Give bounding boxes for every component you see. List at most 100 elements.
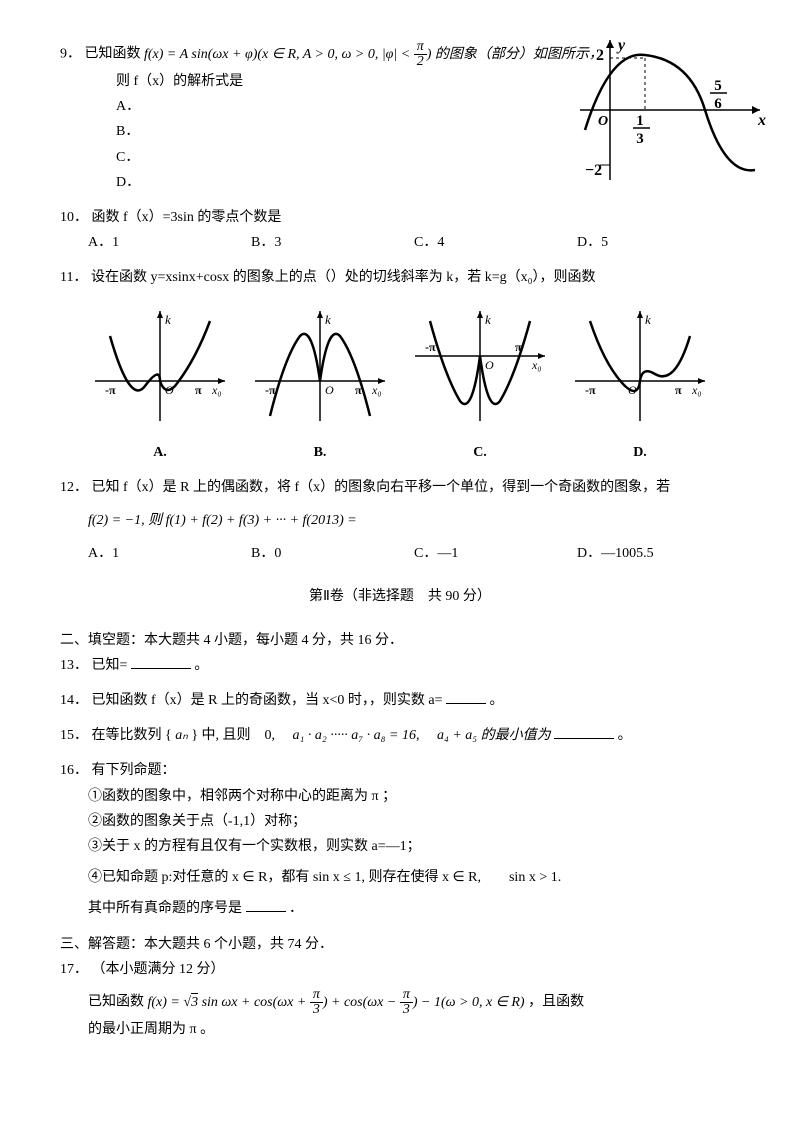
q9-frac: π2: [414, 40, 427, 69]
y-max-label: 2: [596, 47, 604, 64]
q12-optA: A．1: [88, 541, 251, 566]
svg-text:x₀: x₀: [371, 383, 382, 397]
q10-optC: C．4: [414, 230, 577, 255]
graph-a-svg: k -π π x₀ O: [90, 306, 230, 426]
q16-concl-line: 其中所有真命题的序号是 ．: [60, 896, 740, 921]
svg-text:O: O: [165, 383, 174, 397]
tick1-num: 1: [636, 113, 644, 129]
svg-text:π: π: [355, 383, 362, 397]
graph-b-svg: k -π π x₀ O: [250, 306, 390, 426]
q16-p1: ①函数的图象中，相邻两个对称中心的距离为 π ；: [60, 784, 740, 809]
q12-optB: B．0: [251, 541, 414, 566]
q12-optD: D．—1005.5: [577, 541, 740, 566]
svg-text:x₀: x₀: [691, 383, 702, 397]
graph-b: k -π π x₀ O B.: [250, 306, 390, 465]
question-9: 9． 已知函数 f(x) = A sin(ωx + φ)(x ∈ R, A > …: [60, 40, 740, 195]
q17-formula: f(x) = √3 sin ωx + cos(ωx + π3) + cos(ωx…: [148, 995, 529, 1010]
q13-blank: [131, 654, 191, 669]
q13-post: 。: [194, 658, 208, 673]
question-17: 17． （本小题满分 12 分） 已知函数 f(x) = √3 sin ωx +…: [60, 957, 740, 1042]
tick2-den: 6: [714, 96, 722, 112]
q17-line2: 已知函数 f(x) = √3 sin ωx + cos(ωx + π3) + c…: [60, 988, 740, 1017]
graph-d-svg: k -π π x₀ O: [570, 306, 710, 426]
graph-c-label: C.: [410, 440, 550, 465]
q12-formula: f(2) = −1, 则 f(1) + f(2) + f(3) + ··· + …: [60, 508, 740, 533]
q15-pre: 在等比数列 {: [92, 728, 172, 743]
svg-text:O: O: [485, 358, 494, 372]
graph-a-label: A.: [90, 440, 230, 465]
q16-p2: ②函数的图象关于点（-1,1）对称；: [60, 809, 740, 834]
section3-sub: 三、解答题：本大题共 6 个小题，共 74 分．: [60, 932, 740, 957]
graph-b-label: B.: [250, 440, 390, 465]
q11-stem: 设在函数 y=xsinx+cosx 的图象上的点（）处的切线斜率为 k，若 k=…: [91, 270, 596, 285]
q10-optA: A．1: [88, 230, 251, 255]
svg-text:O: O: [628, 383, 637, 397]
q17-num: 17．: [60, 962, 88, 977]
graph-c: k -π π x₀ O C.: [410, 306, 550, 465]
q15-mid2: a₄ + a₅ 的最小值为: [423, 728, 551, 743]
q15-an: aₙ: [175, 728, 188, 743]
q12-num: 12．: [60, 480, 88, 495]
q17-post: ，且函数: [528, 995, 584, 1010]
svg-text:k: k: [485, 312, 491, 327]
q12-options: A．1 B．0 C．—1 D．—1005.5: [60, 541, 740, 566]
q10-stem: 函数 f（x）=3sin 的零点个数是: [92, 210, 282, 225]
question-14: 14． 已知函数 f（x）是 R 上的奇函数，当 x<0 时，，则实数 a= 。: [60, 688, 740, 713]
question-13: 13． 已知= 。: [60, 653, 740, 678]
svg-text:k: k: [645, 312, 651, 327]
q9-pre: 已知函数: [85, 47, 145, 62]
q14-post: 。: [490, 693, 504, 708]
question-10: 10． 函数 f（x）=3sin 的零点个数是 A．1 B．3 C．4 D．5: [60, 205, 740, 255]
svg-text:π: π: [515, 340, 522, 354]
svg-text:-π: -π: [425, 340, 436, 354]
q15-mid1: } 中, 且则 0,: [191, 728, 289, 743]
q14-num: 14．: [60, 693, 88, 708]
svg-text:k: k: [325, 312, 331, 327]
question-12: 12． 已知 f（x）是 R 上的偶函数，将 f（x）的图象向右平移一个单位，得…: [60, 475, 740, 567]
q9-formula: f(x) = A sin(ωx + φ)(x ∈ R, A > 0, ω > 0…: [144, 47, 603, 62]
q14-blank: [446, 689, 486, 704]
q13-num: 13．: [60, 658, 88, 673]
question-11: 11． 设在函数 y=xsinx+cosx 的图象上的点（）处的切线斜率为 k，…: [60, 265, 740, 465]
svg-text:π: π: [675, 383, 682, 397]
q11-graphs: k -π π x₀ O A. k -π π x₀ O B.: [60, 306, 740, 465]
question-16: 16． 有下列命题： ①函数的图象中，相邻两个对称中心的距离为 π ； ②函数的…: [60, 758, 740, 921]
graph-d-label: D.: [570, 440, 710, 465]
svg-text:x₀: x₀: [211, 383, 222, 397]
y-axis-label: y: [616, 37, 626, 54]
graph-c-svg: k -π π x₀ O: [410, 306, 550, 426]
q16-concl: 其中所有真命题的序号是: [88, 901, 242, 916]
q15-prod: a₁ · a₂ ····· a₇ · a₈ = 16,: [293, 728, 420, 743]
section2-sub: 二、填空题：本大题共 4 小题，每小题 4 分，共 16 分．: [60, 628, 740, 653]
q13-stem: 已知=: [92, 658, 128, 673]
svg-text:π: π: [195, 383, 202, 397]
origin-label: O: [598, 114, 608, 129]
q16-post: ．: [289, 901, 303, 916]
q12-optC: C．—1: [414, 541, 577, 566]
q10-optB: B．3: [251, 230, 414, 255]
q17-pre: 已知函数: [88, 995, 148, 1010]
x-axis-label: x: [757, 112, 766, 129]
q17-line3: 的最小正周期为 π 。: [60, 1017, 740, 1042]
q15-num: 15．: [60, 728, 88, 743]
q9-num: 9．: [60, 47, 81, 62]
q10-options: A．1 B．3 C．4 D．5: [60, 230, 740, 255]
y-min-label: −2: [585, 162, 602, 179]
svg-text:-π: -π: [585, 383, 596, 397]
svg-text:k: k: [165, 312, 171, 327]
q11-num: 11．: [60, 270, 87, 285]
svg-text:-π: -π: [265, 383, 276, 397]
q15-blank: [554, 724, 614, 739]
q15-post: 。: [618, 728, 632, 743]
q16-num: 16．: [60, 763, 88, 778]
q16-p3: ③关于 x 的方程有且仅有一个实数根，则实数 a=—1；: [60, 834, 740, 859]
q16-blank: [246, 897, 286, 912]
graph-a: k -π π x₀ O A.: [90, 306, 230, 465]
svg-text:O: O: [325, 383, 334, 397]
tick1-den: 3: [636, 131, 644, 147]
section2-title: 第Ⅱ卷（非选择题 共 90 分）: [60, 584, 740, 609]
svg-text:-π: -π: [105, 383, 116, 397]
q14-stem: 已知函数 f（x）是 R 上的奇函数，当 x<0 时，，则实数 a=: [92, 693, 443, 708]
q10-optD: D．5: [577, 230, 740, 255]
q16-stem: 有下列命题：: [92, 763, 176, 778]
